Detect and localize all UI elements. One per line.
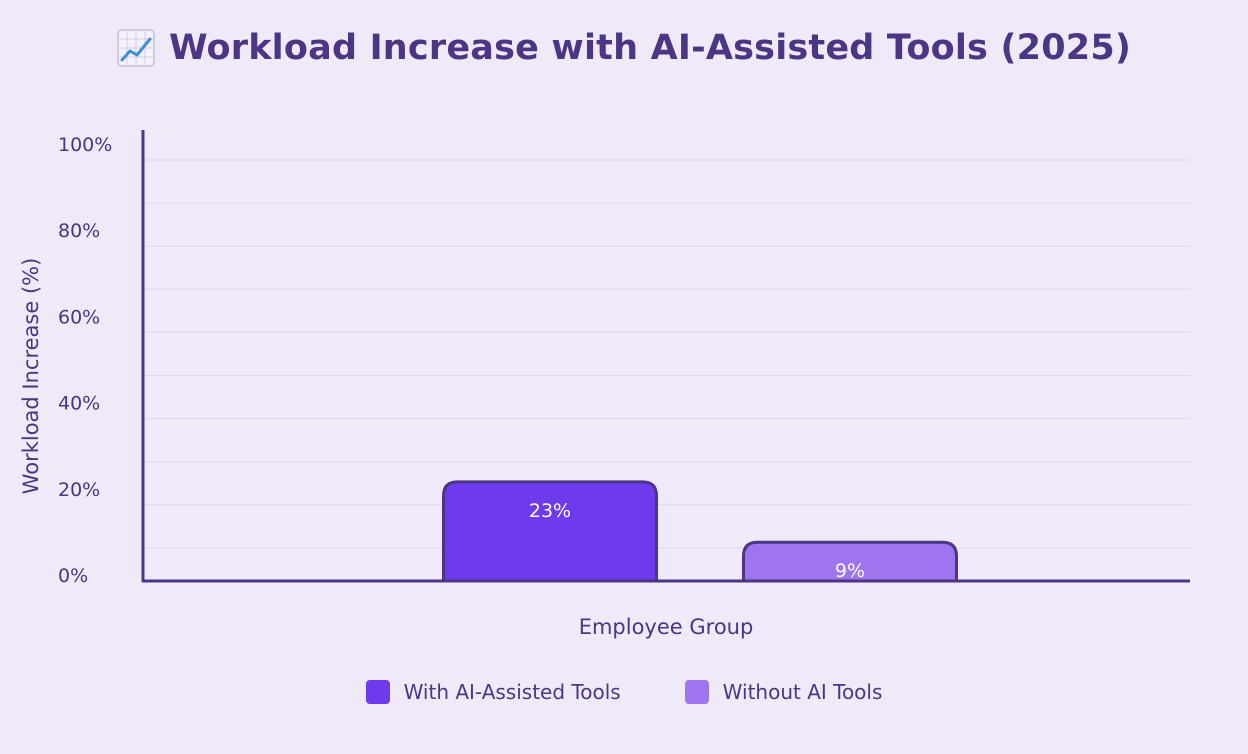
bar [442, 480, 658, 583]
legend-item-without-ai[interactable]: Without AI Tools [684, 680, 883, 704]
bar [742, 540, 958, 583]
x-axis-title: Employee Group [579, 615, 754, 639]
legend-swatch [365, 680, 390, 704]
y-tick-label: 60% [58, 306, 100, 328]
legend-swatch [684, 680, 709, 704]
bar-value-label: 23% [529, 500, 571, 522]
legend-label: With AI-Assisted Tools [403, 680, 621, 704]
title-row: Workload Increase with AI-Assisted Tools… [0, 22, 1248, 74]
legend: With AI-Assisted Tools Without AI Tools [0, 676, 1248, 708]
y-tick-label: 0% [58, 565, 88, 587]
y-axis-title: Workload Increase (%) [19, 258, 43, 495]
legend-label: Without AI Tools [722, 680, 883, 704]
y-tick-label: 20% [58, 479, 100, 501]
y-tick-label: 100% [58, 134, 112, 156]
chart-increasing-icon [117, 29, 155, 67]
bar-value-label: 9% [835, 560, 865, 582]
y-tick-label: 80% [58, 220, 100, 242]
bar-chart: 0% 20% 40% 60% 80% 100% Workload Increase (%) E… [19, 130, 1190, 639]
legend-item-with-ai[interactable]: With AI-Assisted Tools [365, 680, 621, 704]
chart-title: Workload Increase with AI-Assisted Tools… [168, 28, 1132, 68]
y-tick-label: 40% [58, 393, 100, 415]
